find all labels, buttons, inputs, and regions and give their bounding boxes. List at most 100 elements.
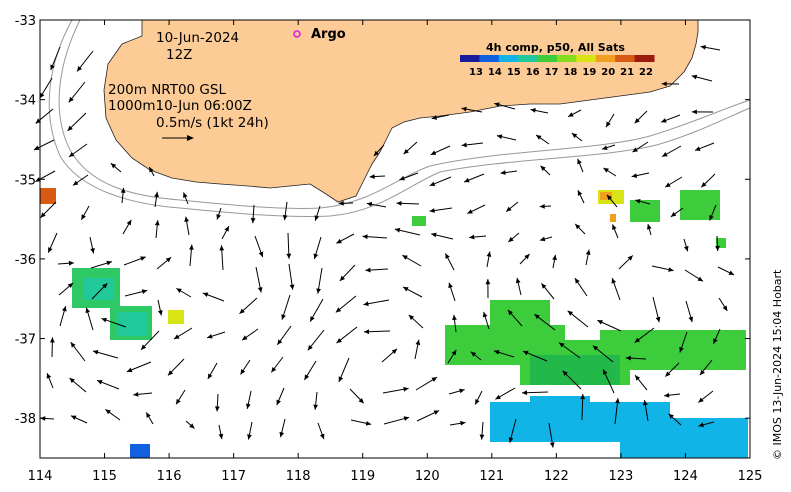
- current-vector-head: [461, 106, 467, 112]
- current-vector-head: [183, 192, 188, 198]
- current-vector-head: [149, 166, 154, 173]
- current-vector-head: [445, 253, 450, 259]
- legend-tick-labels: 13 14 15 16 17 18 19 20 21 22: [469, 67, 653, 78]
- sst-legend: 4h comp, p50, All Sats 13 14 15 16 17 18 19 20 2…: [460, 41, 655, 78]
- current-vector-head: [70, 342, 76, 348]
- current-vector-head: [479, 434, 485, 440]
- current-vector-head: [485, 279, 491, 285]
- current-vector-head: [522, 350, 529, 356]
- current-vector-head: [577, 190, 583, 196]
- lon-tick-label: 123: [608, 469, 633, 484]
- current-vector-head: [184, 216, 189, 223]
- current-vector-head: [126, 367, 133, 373]
- current-vector-head: [552, 254, 557, 261]
- current-vector-head: [549, 442, 555, 448]
- current-vector-head: [574, 278, 580, 284]
- current-vector-head: [470, 351, 477, 357]
- current-vector-head: [448, 282, 453, 289]
- current-vector-head: [92, 350, 99, 355]
- current-vector-head: [176, 288, 182, 293]
- current-vector-head: [661, 118, 667, 123]
- legend-colorbar: [460, 55, 655, 62]
- current-vector-head: [603, 369, 608, 375]
- legend-tick-label: 14: [488, 67, 502, 78]
- current-vector-head: [304, 374, 310, 380]
- current-vector-head: [697, 276, 703, 282]
- current-vector-head: [250, 218, 256, 224]
- current-vector-head: [515, 277, 521, 284]
- current-vector-head: [90, 248, 95, 254]
- scale-label: 0.5m/s (1kt 24h): [156, 115, 269, 131]
- current-vector-head: [670, 211, 677, 217]
- current-vector-head: [49, 337, 55, 343]
- current-vector-head: [668, 267, 674, 272]
- current-vector-head: [592, 345, 599, 351]
- current-vector-head: [575, 223, 581, 230]
- legend-title: 4h comp, p50, All Sats: [486, 41, 625, 54]
- current-vector-head: [338, 376, 344, 382]
- current-vector-head: [662, 152, 668, 157]
- legend-tick-label: 16: [526, 67, 540, 78]
- current-vector-head: [635, 375, 641, 381]
- map-time: 12Z: [166, 47, 192, 63]
- legend-tick-label: 19: [582, 67, 596, 78]
- current-vector-head: [664, 392, 670, 398]
- current-vector-head: [612, 224, 617, 230]
- current-vector-head: [688, 316, 694, 323]
- current-vector-head: [606, 194, 612, 201]
- current-vector-head: [219, 245, 225, 251]
- current-vector-head: [216, 214, 221, 220]
- legend-color-swatch: [634, 55, 655, 62]
- current-vector-head: [279, 431, 285, 438]
- current-vectors: [33, 44, 735, 448]
- current-vector-head: [722, 305, 728, 311]
- current-vector-head: [541, 283, 547, 289]
- current-vector-head: [174, 334, 180, 340]
- current-vector-head: [433, 410, 440, 415]
- current-vector-head: [101, 317, 107, 323]
- legend-color-swatch: [479, 55, 500, 62]
- current-vector-head: [699, 369, 705, 376]
- current-vector-head: [495, 394, 501, 400]
- lon-tick-label: 121: [479, 469, 504, 484]
- lon-tick-label: 125: [738, 469, 763, 484]
- current-vector-head: [70, 415, 77, 421]
- current-vector-head: [81, 214, 86, 220]
- lat-tick-label: -34: [15, 94, 36, 109]
- lat-tick-label: -36: [15, 253, 36, 268]
- lon-tick-label: 117: [221, 469, 246, 484]
- current-vector-head: [282, 214, 288, 221]
- current-vector-head: [140, 256, 146, 261]
- current-vector-head: [224, 226, 229, 232]
- latitude-axis: -33 -34 -35 -36 -37 -38: [15, 14, 750, 427]
- current-vector-head: [335, 307, 342, 313]
- current-vector-head: [486, 251, 492, 257]
- current-vector-head: [258, 251, 264, 258]
- current-vector-head: [451, 349, 457, 356]
- legend-color-swatch: [576, 55, 597, 62]
- current-vector-head: [402, 255, 408, 260]
- current-vector-head: [415, 339, 421, 346]
- current-vector-head: [562, 370, 568, 376]
- current-vector-head: [289, 284, 295, 290]
- legend-color-swatch: [557, 55, 577, 62]
- current-vector-head: [33, 145, 40, 150]
- current-vector-head: [403, 386, 409, 392]
- current-vector-head: [540, 165, 546, 172]
- current-vector-head: [39, 92, 45, 99]
- map-date: 10-Jun-2024: [156, 30, 239, 46]
- current-vector-head: [642, 400, 648, 406]
- credit-text: © IMOS 13-Jun-2024 15:04 Hobart: [771, 269, 784, 460]
- argo-label: Argo: [311, 27, 346, 42]
- current-vector-head: [286, 253, 292, 259]
- current-vector-head: [494, 350, 500, 355]
- current-vector-head: [700, 44, 706, 50]
- current-vector-head: [157, 310, 163, 316]
- current-vector-head: [189, 423, 195, 429]
- current-vector-head: [48, 247, 53, 253]
- current-vector-head: [189, 244, 194, 250]
- map-info-line2: 1000m10-Jun 06:00Z: [108, 98, 252, 114]
- legend-tick-label: 17: [545, 67, 559, 78]
- current-vector-head: [366, 201, 373, 207]
